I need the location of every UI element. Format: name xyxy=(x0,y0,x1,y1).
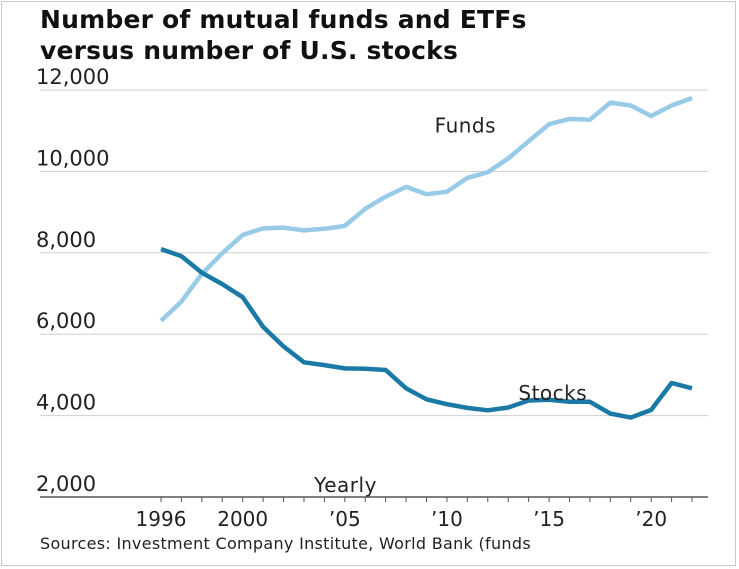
data-series xyxy=(159,95,693,420)
y-tick-label: 6,000 xyxy=(36,309,96,333)
chart-title: Number of mutual funds and ETFs versus n… xyxy=(40,4,527,66)
gridlines xyxy=(40,89,708,498)
chart-title-line-2: versus number of U.S. stocks xyxy=(40,36,459,65)
frequency-label: Yearly xyxy=(313,473,377,497)
x-tick-label: ’10 xyxy=(431,507,463,531)
chart-title-line-1: Number of mutual funds and ETFs xyxy=(40,5,527,34)
y-tick-label: 10,000 xyxy=(36,146,109,170)
source-note: Sources: Investment Company Institute, W… xyxy=(40,534,531,553)
y-axis-tick-labels: 2,000 4,000 6,000 8,000 10,000 12,000 xyxy=(36,65,109,496)
x-tick-label: ’05 xyxy=(329,507,361,531)
x-tick-label: 1996 xyxy=(136,507,187,531)
series-label-funds: Funds xyxy=(435,114,496,138)
x-tick-label: 2000 xyxy=(217,507,268,531)
y-tick-label: 2,000 xyxy=(36,472,96,496)
y-tick-label: 4,000 xyxy=(36,391,96,415)
series-labels: Funds Stocks xyxy=(435,114,587,405)
x-axis: 1996 2000 ’05 ’10 ’15 ’20 Yearly xyxy=(136,473,693,531)
series-line-stocks xyxy=(160,246,693,420)
series-line-funds xyxy=(159,95,693,323)
y-tick-label: 12,000 xyxy=(36,65,109,89)
series-label-stocks: Stocks xyxy=(518,381,587,405)
x-tick-label: ’20 xyxy=(635,507,667,531)
x-tick-label: ’15 xyxy=(533,507,565,531)
y-tick-label: 8,000 xyxy=(36,228,96,252)
